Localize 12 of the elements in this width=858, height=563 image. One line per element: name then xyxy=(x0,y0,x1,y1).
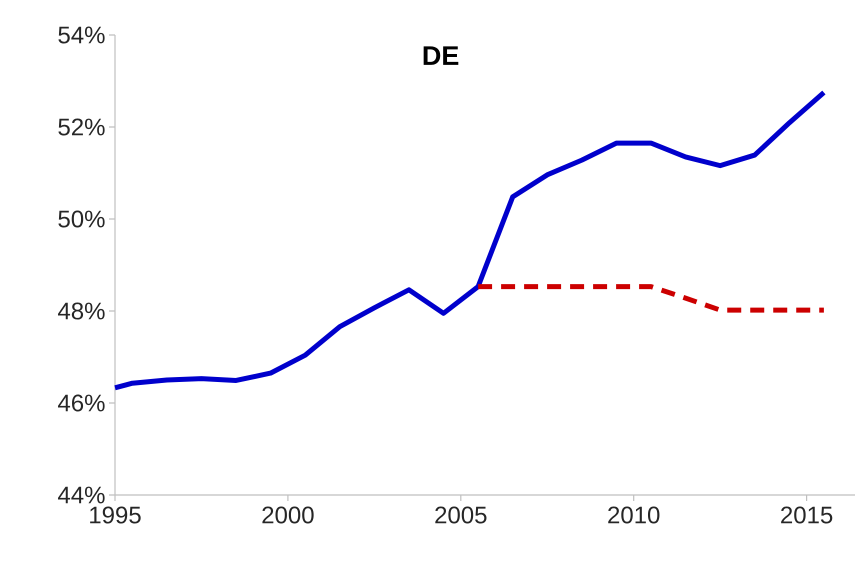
y-tick-label: 50% xyxy=(58,210,105,228)
x-tick-label: 2005 xyxy=(435,506,486,524)
x-tick-label: 2000 xyxy=(262,506,314,524)
y-tick-label: 48% xyxy=(58,302,105,320)
x-tick-label: 2015 xyxy=(781,506,832,524)
chart-title: DE xyxy=(424,46,458,65)
x-tick-label: 1995 xyxy=(90,506,141,524)
y-tick-label: 44% xyxy=(58,486,105,504)
y-tick-label: 46% xyxy=(58,394,105,412)
y-tick-label: 54% xyxy=(58,26,105,44)
x-tick-label: 2010 xyxy=(608,506,660,524)
y-tick-label: 52% xyxy=(58,118,105,136)
